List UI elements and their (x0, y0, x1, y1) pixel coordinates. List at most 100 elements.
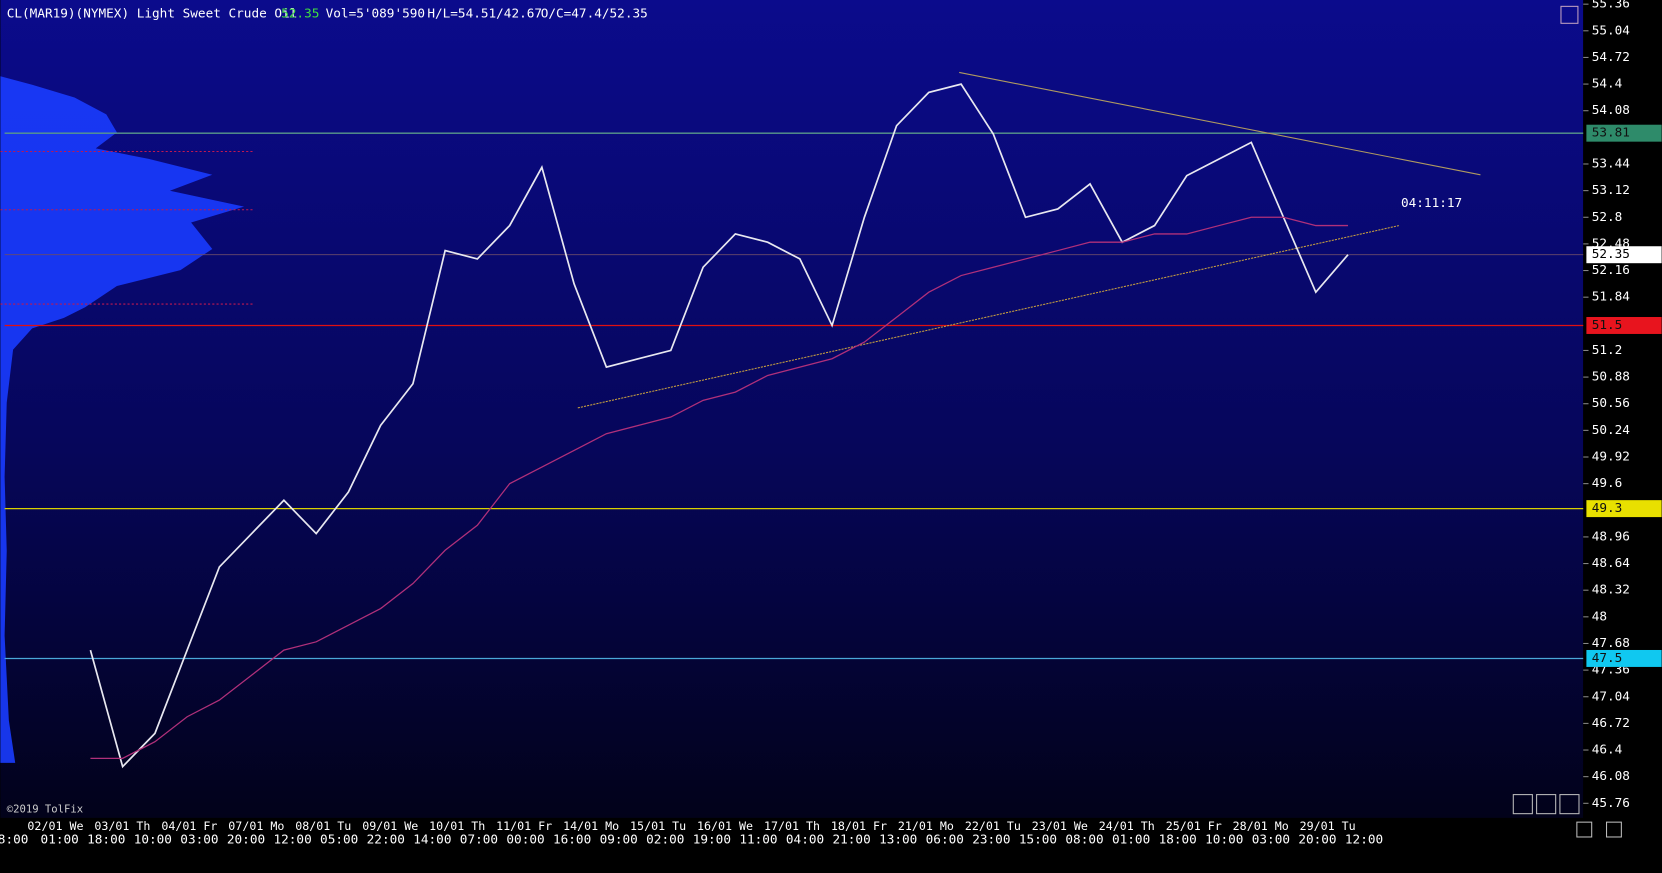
level-tag (1586, 124, 1662, 142)
y-tick-label: 45.76 (1592, 795, 1630, 810)
time-label: 11:00 (739, 832, 777, 847)
y-tick-label: 48.32 (1592, 582, 1630, 597)
date-label: 11/01 Fr (496, 819, 552, 833)
price-line (89, 83, 1349, 769)
y-tick-label: 53.44 (1592, 155, 1631, 170)
y-tick-label: 46.4 (1592, 742, 1623, 757)
date-label: 08/01 Tu (295, 819, 351, 833)
y-tick-label: 55.36 (1592, 0, 1630, 11)
date-label: 02/01 We (27, 819, 83, 833)
date-label: 23/01 We (1032, 819, 1088, 833)
date-label: 04/01 Fr (161, 819, 217, 833)
level-label: 49.3 (1592, 500, 1623, 515)
level-tag (1586, 500, 1662, 518)
y-tick-label: 52.16 (1592, 262, 1630, 277)
time-label: 10:00 (134, 832, 172, 847)
y-tick-label: 54.72 (1592, 49, 1630, 64)
time-label: 20:00 (1298, 832, 1336, 847)
y-tick-label: 53.12 (1592, 182, 1630, 197)
time-label: 8:00 (0, 832, 28, 847)
time-axis-background (0, 817, 1584, 873)
date-label: 15/01 Tu (630, 819, 686, 833)
level-label: 53.81 (1592, 125, 1630, 140)
y-tick-label: 46.72 (1592, 715, 1630, 730)
nav-icon[interactable] (1576, 821, 1593, 838)
time-label: 19:00 (693, 832, 731, 847)
time-label: 04:00 (786, 832, 824, 847)
last-price-tag (1586, 246, 1662, 264)
price-axis-background (1583, 0, 1662, 873)
time-label: 22:00 (367, 832, 405, 847)
date-label: 18/01 Fr (831, 819, 887, 833)
y-tick-label: 50.88 (1592, 369, 1630, 384)
time-label: 07:00 (460, 832, 498, 847)
time-label: 10:00 (1205, 832, 1243, 847)
time-label: 00:00 (506, 832, 544, 847)
y-tick-label: 46.08 (1592, 768, 1630, 783)
instrument-title: CL(MAR19)(NYMEX) Light Sweet Crude Oil (7, 5, 298, 20)
date-label: 25/01 Fr (1166, 819, 1222, 833)
y-tick-label: 50.56 (1592, 395, 1630, 410)
volume: Vol=5'089'590 (326, 5, 425, 20)
time-label: 03:00 (1252, 832, 1290, 847)
y-tick-label: 51.2 (1592, 342, 1623, 357)
time-label: 21:00 (832, 832, 870, 847)
y-tick-label: 54.4 (1592, 76, 1623, 91)
level-tag (1586, 317, 1662, 334)
y-tick-label: 47.04 (1592, 688, 1631, 703)
nav-icon[interactable] (1605, 821, 1622, 838)
time-label: 20:00 (227, 832, 265, 847)
level-label: 51.5 (1592, 317, 1623, 332)
date-label: 29/01 Tu (1300, 819, 1356, 833)
y-tick-label: 50.24 (1592, 422, 1631, 437)
date-label: 07/01 Mo (228, 819, 284, 833)
draw-tool-icon[interactable] (1560, 5, 1579, 24)
time-label: 12:00 (273, 832, 311, 847)
date-label: 21/01 Mo (898, 819, 954, 833)
date-label: 14/01 Mo (563, 819, 619, 833)
time-label: 15:00 (1019, 832, 1057, 847)
timer: 04:11:17 (1401, 195, 1462, 210)
time-label: 12:00 (1345, 832, 1383, 847)
time-label: 03:00 (180, 832, 218, 847)
y-tick-label: 51.84 (1592, 289, 1631, 304)
time-label: 09:00 (600, 832, 638, 847)
last-price-label: 52.35 (1592, 246, 1630, 261)
time-label: 05:00 (320, 832, 358, 847)
layout-icon[interactable] (1559, 794, 1580, 815)
y-tick-label: 49.6 (1592, 475, 1623, 490)
level-label: 47.5 (1592, 650, 1623, 665)
y-tick-label: 48 (1592, 608, 1607, 623)
time-label: 23:00 (972, 832, 1010, 847)
open-close: O/C=47.4/52.35 (541, 5, 648, 20)
date-label: 09/01 We (362, 819, 418, 833)
date-label: 24/01 Th (1099, 819, 1155, 833)
time-label: 02:00 (646, 832, 684, 847)
y-tick-label: 54.08 (1592, 102, 1630, 117)
time-label: 16:00 (553, 832, 591, 847)
high-low: H/L=54.51/42.67 (427, 5, 542, 20)
date-label: 03/01 Th (94, 819, 150, 833)
time-label: 18:00 (87, 832, 125, 847)
date-label: 16/01 We (697, 819, 753, 833)
copyright: ©2019 TolFix (7, 803, 83, 815)
y-tick-label: 52.8 (1592, 209, 1623, 224)
layout-icon[interactable] (1536, 794, 1557, 815)
trendline (959, 71, 1481, 176)
date-label: 17/01 Th (764, 819, 820, 833)
volume-profile (0, 76, 245, 763)
layout-icon[interactable] (1512, 794, 1533, 815)
y-tick-label: 47.68 (1592, 635, 1630, 650)
y-tick-label: 48.64 (1592, 555, 1631, 570)
date-label: 22/01 Tu (965, 819, 1021, 833)
level-tag (1586, 649, 1662, 667)
time-label: 18:00 (1159, 832, 1197, 847)
last-price: 52.35 (281, 5, 319, 20)
y-tick-label: 49.92 (1592, 449, 1630, 464)
date-label: 28/01 Mo (1233, 819, 1289, 833)
date-label: 10/01 Th (429, 819, 485, 833)
trendline (577, 225, 1399, 409)
time-label: 01:00 (1112, 832, 1150, 847)
